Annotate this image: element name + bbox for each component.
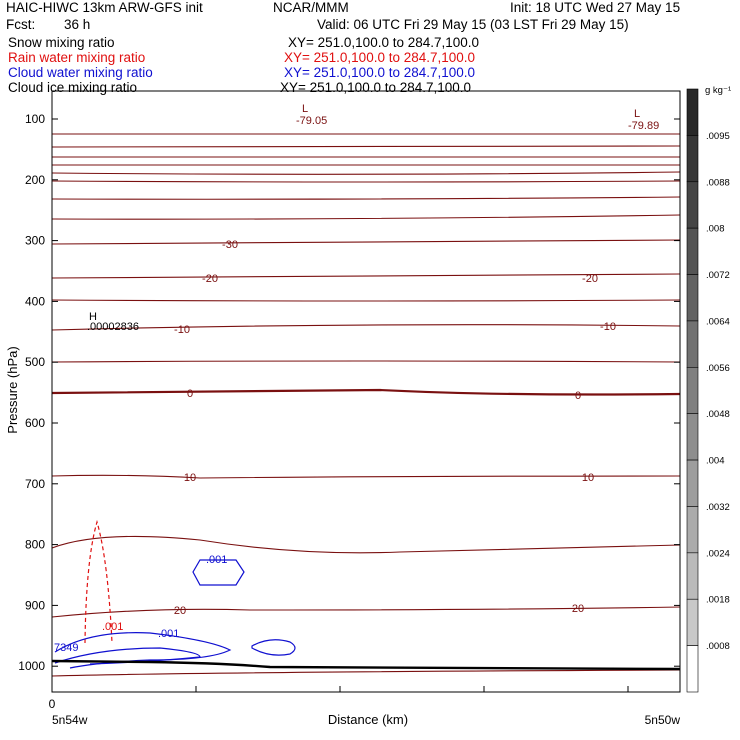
colorbar-segment bbox=[686, 274, 699, 322]
y-tick-label: 200 bbox=[25, 173, 45, 187]
y-tick-label: 500 bbox=[25, 355, 45, 369]
field-cloud-xy: XY= 251.0,100.0 to 284.7,100.0 bbox=[284, 65, 476, 80]
y-tick-labels: 100 200 300 400 500 600 700 800 900 1000 bbox=[18, 112, 45, 673]
y-axis-label: Pressure (hPa) bbox=[5, 346, 20, 433]
contour-label: -20 bbox=[582, 273, 598, 285]
colorbar-segment bbox=[686, 227, 699, 275]
colorbar-segment bbox=[686, 598, 699, 646]
colorbar-segment bbox=[686, 413, 699, 461]
colorbar-label: .004 bbox=[706, 456, 725, 467]
contour-label: -10 bbox=[600, 321, 616, 333]
contour-label: 20 bbox=[572, 603, 584, 615]
high-marker: H bbox=[89, 311, 97, 323]
colorbar-segment bbox=[686, 88, 699, 136]
colorbar-label: .0056 bbox=[706, 363, 730, 374]
high-value: .00002836 bbox=[87, 321, 139, 333]
y-tick-label: 700 bbox=[25, 477, 45, 491]
colorbar-label: .0032 bbox=[706, 502, 730, 513]
y-tick-label: 600 bbox=[25, 416, 45, 430]
field-snow-xy: XY= 251.0,100.0 to 284.7,100.0 bbox=[288, 35, 480, 50]
cloud-label: .001 bbox=[206, 554, 227, 566]
contour-label: 10 bbox=[184, 472, 196, 484]
contour-labels: -30 -20 -20 -10 -10 0 0 10 10 20 20 bbox=[174, 239, 616, 617]
field-snow-name: Snow mixing ratio bbox=[8, 35, 115, 50]
colorbar-segment bbox=[686, 135, 699, 183]
colorbar-labels: .0095 .0088 .008 .0072 .0064 .0056 .0048 .004 .0… bbox=[706, 131, 730, 652]
edge-label: 7349 bbox=[54, 642, 78, 654]
low-marker: L bbox=[634, 108, 640, 120]
temperature-contours bbox=[51, 133, 681, 677]
x-axis-label: Distance (km) bbox=[328, 712, 408, 727]
low-value: -79.89 bbox=[628, 120, 659, 132]
colorbar-label: .0048 bbox=[706, 409, 730, 420]
colorbar-unit: g kg⁻¹ bbox=[705, 85, 731, 96]
y-ticks bbox=[52, 118, 680, 667]
extrema-labels: L -79.05 L -79.89 bbox=[296, 103, 659, 132]
colorbar bbox=[686, 88, 699, 693]
y-tick-label: 900 bbox=[25, 598, 45, 612]
contour-label: -30 bbox=[222, 239, 238, 251]
low-marker: L bbox=[302, 103, 308, 115]
contour-label: -10 bbox=[174, 324, 190, 336]
y-tick-label: 100 bbox=[25, 112, 45, 126]
y-tick-label: 300 bbox=[25, 234, 45, 248]
cloud-label: .001 bbox=[158, 628, 179, 640]
y-tick-label: 1000 bbox=[18, 659, 45, 673]
colorbar-segment bbox=[686, 645, 699, 693]
plot-frame bbox=[51, 90, 681, 693]
colorbar-label: .0095 bbox=[706, 131, 730, 142]
colorbar-label: .0024 bbox=[706, 548, 730, 559]
colorbar-label: .0008 bbox=[706, 641, 730, 652]
colorbar-segment bbox=[686, 181, 699, 229]
init-time: Init: 18 UTC Wed 27 May 15 bbox=[510, 0, 681, 15]
colorbar-label: .0088 bbox=[706, 177, 730, 188]
colorbar-segment bbox=[686, 552, 699, 600]
low-value: -79.05 bbox=[296, 115, 327, 127]
field-rain-xy: XY= 251.0,100.0 to 284.7,100.0 bbox=[284, 50, 476, 65]
y-tick-label: 400 bbox=[25, 294, 45, 308]
chart-title: HAIC-HIWC 13km ARW-GFS init bbox=[6, 0, 203, 15]
colorbar-label: .0018 bbox=[706, 595, 730, 606]
contour-label: -20 bbox=[202, 273, 218, 285]
y-tick-label: 800 bbox=[25, 538, 45, 552]
field-rain-name: Rain water mixing ratio bbox=[8, 50, 146, 65]
contour-label: 10 bbox=[582, 472, 594, 484]
contour-label: 0 bbox=[187, 388, 193, 400]
fcst-value: 36 h bbox=[64, 17, 91, 32]
colorbar-segment bbox=[686, 459, 699, 507]
contour-label: 20 bbox=[174, 605, 186, 617]
colorbar-label: .0064 bbox=[706, 316, 730, 327]
x-ticks bbox=[195, 686, 629, 692]
terrain-line bbox=[51, 659, 681, 671]
colorbar-label: .008 bbox=[706, 224, 725, 235]
colorbar-segment bbox=[686, 506, 699, 554]
rain-label: .001 bbox=[102, 621, 123, 633]
x-right-label: 5n50w bbox=[645, 713, 681, 727]
x-left-label: 5n54w bbox=[52, 713, 88, 727]
colorbar-segment bbox=[686, 367, 699, 414]
org-label: NCAR/MMM bbox=[273, 0, 349, 15]
contour-label: 0 bbox=[575, 390, 581, 402]
valid-time: Valid: 06 UTC Fri 29 May 15 (03 LST Fri … bbox=[317, 17, 629, 32]
fcst-label: Fcst: bbox=[6, 17, 36, 32]
field-cloud-name: Cloud water mixing ratio bbox=[8, 65, 153, 80]
colorbar-segment bbox=[686, 320, 699, 368]
x-tick-label-0: 0 bbox=[49, 697, 56, 711]
rain-contour bbox=[84, 519, 113, 644]
colorbar-label: .0072 bbox=[706, 270, 730, 281]
